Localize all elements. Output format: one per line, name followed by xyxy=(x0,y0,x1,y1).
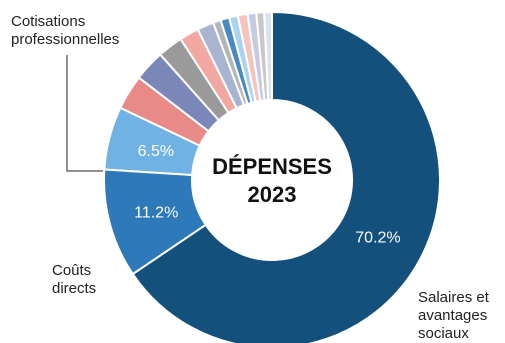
slice-value-label-1: 11.2% xyxy=(134,204,178,221)
slice-value-label-2: 6.5% xyxy=(138,143,174,160)
slice-value-labels: 70.2% 11.2% 6.5% xyxy=(134,143,401,246)
label-cotisations-professionnelles: Cotisations professionnelles xyxy=(11,13,120,48)
cotisations-leader-line xyxy=(66,55,103,172)
label-couts-directs: Coûts directs xyxy=(52,262,97,297)
donut-slices xyxy=(103,10,441,343)
chart-title: DÉPENSES 2023 xyxy=(212,154,332,207)
chart-title-line-0: DÉPENSES xyxy=(212,154,332,179)
chart-title-line-1: 2023 xyxy=(248,182,297,207)
donut-slice-14 xyxy=(263,10,273,102)
label-salaires-avantages: Salaires et avantages sociaux xyxy=(418,289,489,342)
slice-value-label-0: 70.2% xyxy=(355,229,400,246)
donut-slice-0 xyxy=(131,10,441,343)
